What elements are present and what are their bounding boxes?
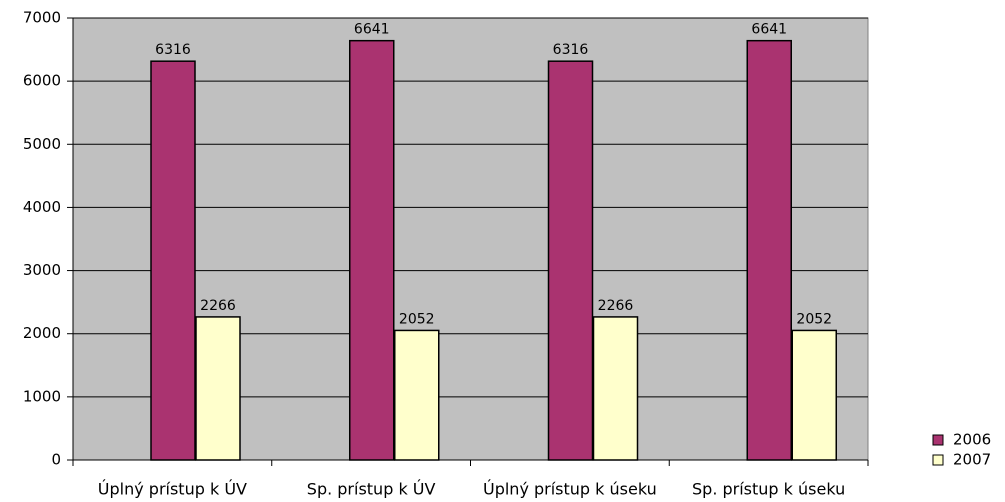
value-label: 6316 [553,42,589,58]
legend-swatch [932,434,944,446]
legend-swatch [932,454,944,466]
value-label: 2052 [796,311,832,327]
bar [349,39,395,461]
value-label: 2266 [598,298,634,314]
x-tick-label: Sp. prístup k úseku [692,480,845,499]
bar [791,329,837,461]
bar [150,60,196,461]
y-tick-label: 3000 [23,261,61,279]
x-tick-label: Úplný prístup k úseku [483,480,657,499]
value-label: 6316 [155,42,191,58]
legend-label: 2007 [953,451,991,469]
legend-label: 2006 [953,431,991,449]
y-tick-label: 5000 [23,135,61,153]
y-tick-label: 1000 [23,387,61,405]
y-tick-label: 2000 [23,324,61,342]
bar [746,39,792,461]
value-label: 2052 [399,311,435,327]
value-label: 6641 [354,22,390,38]
x-tick-label: Úplný prístup k ÚV [98,480,247,499]
x-tick-label: Sp. prístup k ÚV [307,480,436,499]
value-label: 2266 [200,298,236,314]
y-tick-label: 4000 [23,198,61,216]
value-label: 6641 [751,22,787,38]
y-tick-label: 0 [51,451,61,469]
y-tick-label: 7000 [23,9,61,27]
y-tick-label: 6000 [23,72,61,90]
bar [547,60,594,461]
bar [394,329,440,461]
bar [195,316,241,461]
bar [592,316,639,461]
